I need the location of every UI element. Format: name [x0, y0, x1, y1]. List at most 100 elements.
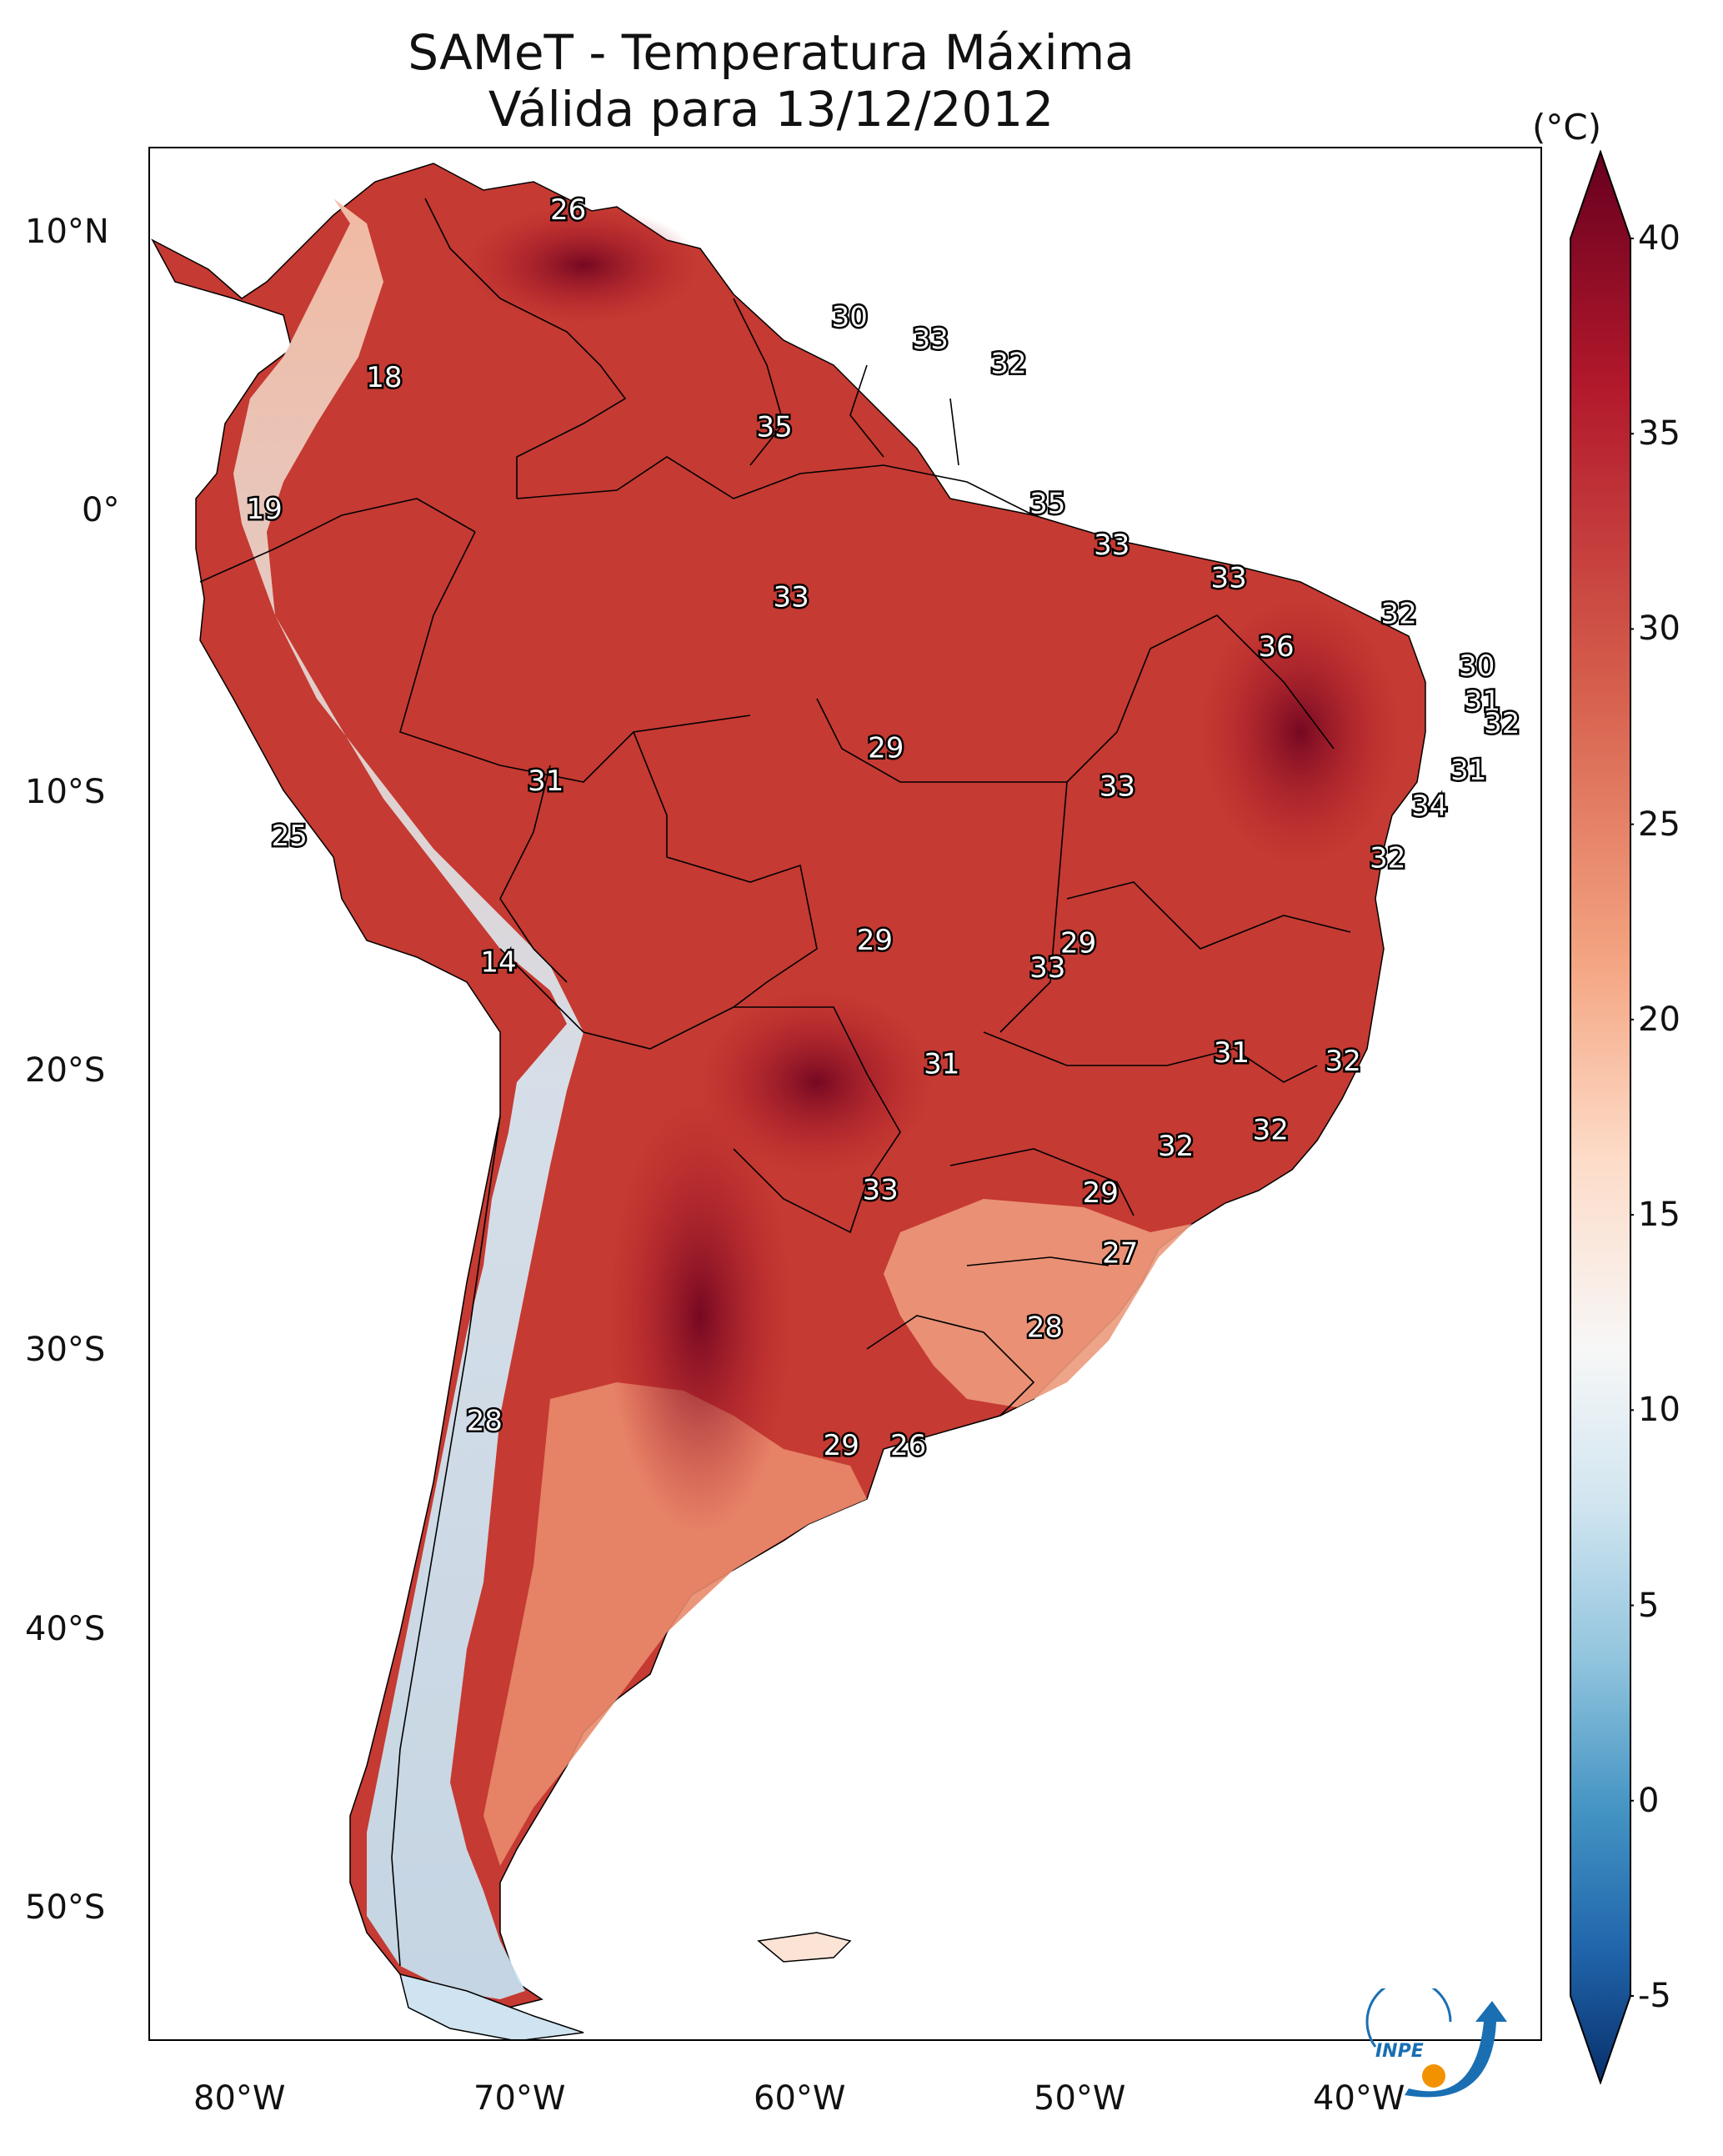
temperature-label: 26: [550, 193, 586, 227]
temperature-label: 29: [857, 924, 893, 957]
pampas-warm-area: [483, 1382, 867, 1866]
temperature-label: 33: [862, 1174, 898, 1207]
x-tick-50w: 50°W: [1034, 2079, 1126, 2118]
temperature-label: 33: [1094, 529, 1129, 562]
temperature-label: 31: [1465, 685, 1500, 719]
colorbar-tick-label: 15: [1638, 1196, 1680, 1235]
andes-cool-band: [233, 198, 584, 1999]
temperature-label: 31: [1214, 1036, 1250, 1070]
colorbar-tick-label: 0: [1638, 1781, 1660, 1820]
temperature-label: 32: [1253, 1113, 1289, 1146]
colorbar-tick-marks: [1630, 238, 1634, 1997]
tierra-del-fuego: [398, 1973, 584, 2039]
colorbar-tick-label: 10: [1638, 1391, 1680, 1430]
temperature-label: 32: [990, 348, 1026, 381]
map-panel: 26 30 33 32 18 35 19 35 33 33 33 32 36 30 31 32 29 31 31 33…: [148, 147, 1542, 2041]
temperature-label: 32: [1380, 597, 1416, 630]
colorbar: [1570, 150, 1634, 2084]
temperature-label: 32: [1370, 841, 1405, 875]
border-brazil-states-6: [966, 1256, 1109, 1266]
hot-spot-argentina: [609, 1099, 792, 1532]
border-paraguay: [733, 1006, 901, 1234]
temperature-label: 35: [756, 410, 792, 444]
hot-spot-venezuela: [467, 207, 700, 323]
logo-text: INPE: [1375, 2041, 1424, 2062]
temperature-label: 26: [890, 1429, 926, 1462]
colorbar-tick-label: 30: [1638, 609, 1680, 649]
border-colombia-venezuela: [424, 198, 627, 499]
temperature-label: 35: [1029, 488, 1065, 521]
border-guianas-1: [733, 298, 784, 466]
border-guianas-2: [849, 364, 884, 458]
temperature-label: 27: [1102, 1237, 1138, 1271]
temperature-label: 31: [528, 765, 563, 798]
x-tick-40w: 40°W: [1313, 2079, 1405, 2118]
colorbar-tick-label: 35: [1638, 414, 1680, 454]
temperature-label: 32: [1325, 1045, 1361, 1078]
temperature-label: 30: [1459, 649, 1495, 683]
y-tick-50s: 50°S: [25, 1888, 106, 1927]
border-argentina-chile: [391, 1115, 501, 1967]
colorbar-body: [1570, 150, 1631, 2084]
logo-swoosh: [1405, 2001, 1507, 2098]
y-tick-20s: 20°S: [25, 1051, 106, 1090]
temperature-label: 28: [467, 1404, 503, 1437]
falkland-islands: [757, 1932, 852, 1963]
temperature-label: 31: [1450, 754, 1486, 787]
temperature-label: 29: [824, 1429, 859, 1462]
y-tick-10s: 10°S: [25, 773, 106, 811]
colorbar-unit: (°C): [1532, 107, 1602, 148]
border-uruguay: [866, 1315, 1035, 1416]
temperature-label: 18: [366, 361, 402, 394]
temperature-label: 29: [1083, 1176, 1119, 1210]
temperature-label: 34: [1411, 790, 1447, 823]
temperature-label: 33: [913, 323, 949, 356]
border-brazil-states-4: [983, 1031, 1318, 1083]
country-borders: [199, 198, 1351, 1967]
border-brazil-states-1: [816, 698, 1068, 1033]
temperature-label: 28: [1027, 1311, 1063, 1344]
temperature-label: 33: [773, 581, 809, 614]
colorbar-tick-label: -5: [1638, 1977, 1671, 2015]
y-tick-0: 0°: [82, 491, 120, 529]
colorbar-tick-label: 25: [1638, 805, 1680, 844]
border-brazil-states-2: [1066, 614, 1335, 783]
border-bolivia-peru: [499, 765, 568, 983]
temperature-label: 30: [832, 301, 868, 334]
temperature-label: 29: [868, 732, 904, 765]
temperature-label: 32: [1158, 1130, 1194, 1163]
temperature-label: 32: [1484, 707, 1520, 740]
x-tick-80w: 80°W: [193, 2079, 286, 2118]
border-brazil-states-3: [1066, 881, 1351, 950]
colorbar-tick-label: 5: [1638, 1586, 1660, 1625]
hot-spot-chaco: [700, 990, 934, 1174]
southern-brazil-warm: [884, 1199, 1192, 1407]
inpe-logo: INPE: [1365, 1988, 1507, 2098]
border-amazon-north: [516, 456, 1034, 516]
logo-orange-dot: [1422, 2064, 1445, 2088]
temperature-label: 14: [480, 945, 516, 979]
y-tick-40s: 40°S: [25, 1610, 106, 1648]
temperature-label: 19: [246, 493, 282, 526]
temperature-label: 25: [272, 820, 308, 853]
temperature-label: 33: [1210, 562, 1246, 595]
x-tick-70w: 70°W: [473, 2079, 566, 2118]
border-guianas-3: [949, 398, 959, 466]
temperature-label: 29: [1060, 926, 1096, 960]
border-brazil-states-5: [949, 1148, 1134, 1216]
temperature-label: 36: [1258, 630, 1294, 664]
colorbar-tick-label: 40: [1638, 219, 1680, 258]
border-ecuador-peru: [199, 498, 476, 583]
temperature-label: 31: [924, 1047, 959, 1081]
colorbar-tick-label: 20: [1638, 1000, 1680, 1039]
border-brazil-bolivia: [633, 731, 818, 1008]
map-title: SAMeT - Temperatura Máxima: [408, 24, 1134, 81]
x-tick-60w: 60°W: [754, 2079, 846, 2118]
temperature-label: 33: [1029, 951, 1065, 985]
temperature-label: 33: [1099, 770, 1135, 804]
y-tick-10n: 10°N: [25, 213, 109, 251]
map-subtitle: Válida para 13/12/2012: [488, 81, 1054, 138]
logo-orbit-ring: [1365, 1988, 1452, 2048]
